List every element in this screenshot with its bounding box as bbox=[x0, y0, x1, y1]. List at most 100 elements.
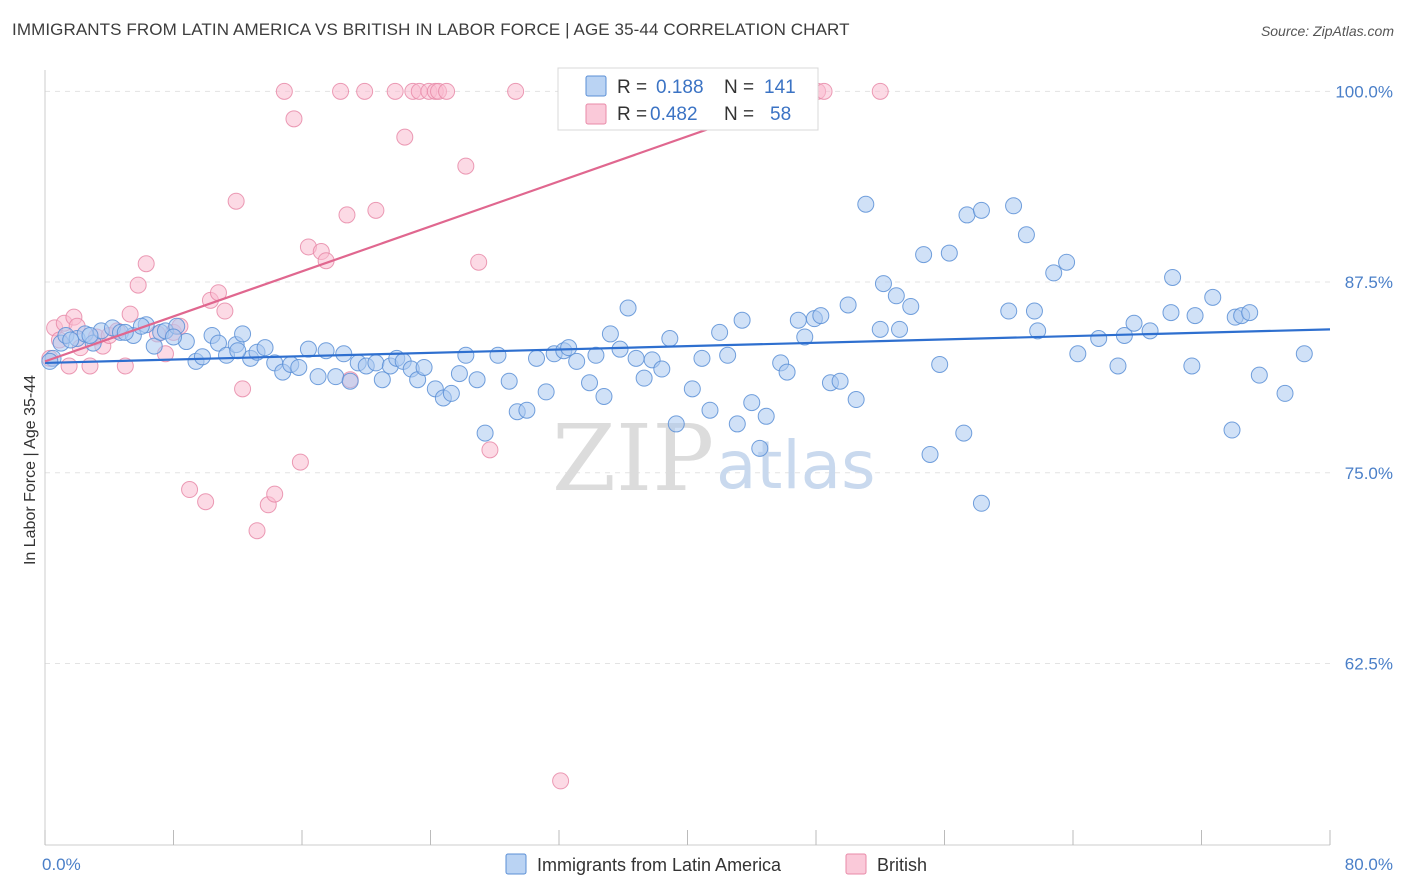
y-tick-label-1: 87.5% bbox=[1345, 273, 1393, 292]
british-point-38 bbox=[367, 201, 385, 219]
latin-america-point-70 bbox=[635, 369, 653, 387]
latin-america-point-90 bbox=[812, 307, 830, 325]
legend-r-label-2: R = bbox=[617, 104, 647, 125]
latin-america-point-25 bbox=[256, 339, 274, 357]
series-swatch-pink bbox=[845, 853, 867, 875]
latin-america-point-131 bbox=[1250, 366, 1268, 384]
latin-america-point-111 bbox=[1017, 226, 1035, 244]
latin-america-point-58 bbox=[537, 383, 555, 401]
latin-america-point-29 bbox=[290, 358, 308, 376]
british-point-25 bbox=[248, 522, 266, 540]
latin-america-point-117 bbox=[1090, 330, 1108, 348]
latin-america-point-63 bbox=[581, 374, 599, 392]
legend-swatch-blue bbox=[585, 75, 607, 97]
british-point-57 bbox=[60, 357, 78, 375]
chart-title: IMMIGRANTS FROM LATIN AMERICA VS BRITISH… bbox=[12, 20, 850, 39]
watermark-zip: ZIP bbox=[552, 405, 714, 512]
latin-america-point-87 bbox=[789, 311, 807, 329]
latin-america-point-77 bbox=[701, 401, 719, 419]
latin-america-point-86 bbox=[778, 363, 796, 381]
latin-america-point-115 bbox=[1058, 253, 1076, 271]
latin-america-point-62 bbox=[568, 352, 586, 370]
latin-america-point-39 bbox=[373, 371, 391, 389]
latin-america-point-101 bbox=[915, 246, 933, 264]
latin-america-trend-line bbox=[44, 328, 1331, 365]
british-point-27 bbox=[266, 485, 284, 503]
watermark-atlas: atlas bbox=[716, 427, 876, 504]
series-legend: Immigrants from Latin America British bbox=[505, 853, 927, 875]
latin-america-point-78 bbox=[711, 323, 729, 341]
latin-america-point-93 bbox=[839, 296, 857, 314]
latin-america-point-113 bbox=[1029, 322, 1047, 340]
legend-n-label-1: N = bbox=[724, 77, 754, 98]
latin-america-point-108 bbox=[972, 494, 990, 512]
latin-america-point-64 bbox=[587, 346, 605, 364]
latin-america-point-69 bbox=[627, 349, 645, 367]
latin-america-point-81 bbox=[733, 311, 751, 329]
british-point-49 bbox=[481, 441, 499, 459]
legend-n-value-2: 58 bbox=[770, 104, 791, 125]
latin-america-point-104 bbox=[940, 244, 958, 262]
latin-america-point-99 bbox=[891, 320, 909, 338]
watermark: ZIP atlas bbox=[552, 405, 876, 512]
latin-america-point-136 bbox=[81, 326, 99, 344]
latin-america-point-96 bbox=[871, 320, 889, 338]
british-point-34 bbox=[332, 82, 350, 100]
latin-america-point-97 bbox=[874, 275, 892, 293]
british-point-28 bbox=[275, 82, 293, 100]
latin-america-point-138 bbox=[132, 317, 150, 335]
trend-lines bbox=[44, 90, 1331, 365]
latin-america-point-72 bbox=[653, 360, 671, 378]
latin-america-point-105 bbox=[955, 424, 973, 442]
latin-america-point-74 bbox=[667, 415, 685, 433]
latin-america-point-38 bbox=[367, 354, 385, 372]
british-point-24 bbox=[234, 380, 252, 398]
british-point-18 bbox=[181, 481, 199, 499]
latin-america-point-51 bbox=[468, 371, 486, 389]
legend-swatch-pink bbox=[585, 103, 607, 125]
legend-n-value-1: 141 bbox=[764, 77, 796, 98]
latin-america-point-102 bbox=[921, 445, 939, 463]
latin-america-point-125 bbox=[1186, 307, 1204, 325]
latin-america-point-76 bbox=[693, 349, 711, 367]
latin-america-point-67 bbox=[611, 340, 629, 358]
latin-america-point-61 bbox=[560, 339, 578, 357]
latin-america-point-11 bbox=[145, 337, 163, 355]
legend-r-value-1: 0.188 bbox=[656, 77, 704, 98]
latin-america-point-17 bbox=[193, 348, 211, 366]
latin-america-point-140 bbox=[229, 342, 247, 360]
latin-america-point-110 bbox=[1005, 197, 1023, 215]
latin-america-point-94 bbox=[847, 391, 865, 409]
latin-america-point-68 bbox=[619, 299, 637, 317]
latin-america-point-118 bbox=[1109, 357, 1127, 375]
british-point-19 bbox=[197, 493, 215, 511]
gridlines bbox=[45, 90, 1330, 664]
latin-america-point-134 bbox=[41, 352, 59, 370]
latin-america-point-130 bbox=[1241, 304, 1259, 322]
y-tick-label-2: 75.0% bbox=[1345, 464, 1393, 483]
latin-america-point-35 bbox=[341, 372, 359, 390]
latin-america-point-19 bbox=[209, 334, 227, 352]
latin-america-point-49 bbox=[450, 365, 468, 383]
british-point-5 bbox=[81, 357, 99, 375]
latin-america-point-116 bbox=[1069, 345, 1087, 363]
legend-r-value-2: 0.482 bbox=[650, 104, 698, 125]
latin-america-point-120 bbox=[1125, 314, 1143, 332]
latin-america-point-92 bbox=[831, 372, 849, 390]
latin-america-point-31 bbox=[309, 368, 327, 386]
latin-america-point-88 bbox=[796, 328, 814, 346]
latin-america-point-106 bbox=[958, 206, 976, 224]
latin-america-point-84 bbox=[757, 407, 775, 425]
british-point-47 bbox=[457, 157, 475, 175]
british-point-54 bbox=[871, 82, 889, 100]
latin-america-point-133 bbox=[1295, 345, 1313, 363]
british-point-39 bbox=[386, 82, 404, 100]
latin-america-point-45 bbox=[415, 358, 433, 376]
latin-america-point-80 bbox=[728, 415, 746, 433]
x-tick-label-1: 80.0% bbox=[1345, 855, 1393, 874]
latin-america-point-109 bbox=[1000, 302, 1018, 320]
latin-america-point-112 bbox=[1025, 302, 1043, 320]
latin-america-point-114 bbox=[1045, 264, 1063, 282]
legend-r-label-1: R = bbox=[617, 77, 647, 98]
british-point-11 bbox=[121, 305, 139, 323]
